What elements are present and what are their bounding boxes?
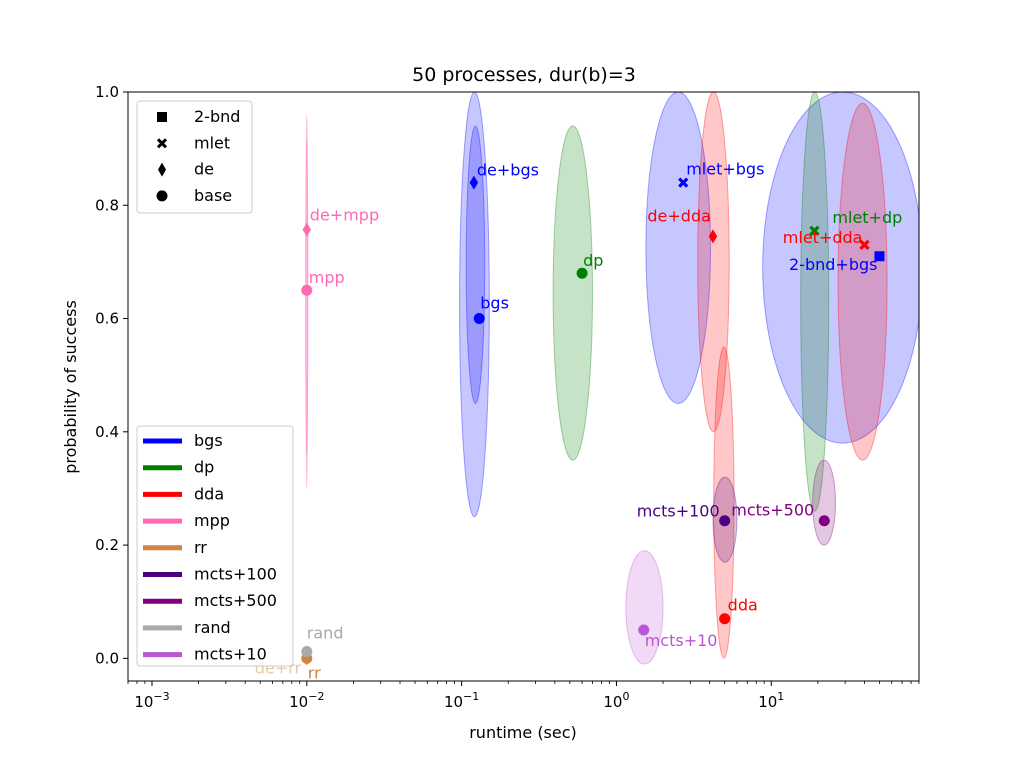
label-de-plus-mpp: de+mpp bbox=[310, 206, 379, 225]
point-mcts-plus-500 bbox=[818, 515, 830, 527]
legend-color-label: rr bbox=[194, 538, 207, 557]
label-de-plus-bgs: de+bgs bbox=[477, 161, 539, 180]
label-rand: rand bbox=[307, 624, 344, 643]
legend-marker-label: base bbox=[194, 186, 232, 205]
point-bgs bbox=[473, 313, 485, 325]
point-mpp bbox=[301, 284, 313, 296]
marker-legend: 2-bnd mlet de base bbox=[136, 100, 253, 214]
legend-color-label: mcts+100 bbox=[194, 565, 277, 584]
ellipse-de-plus-mpp bbox=[305, 114, 309, 489]
legend-marker-diamond bbox=[158, 162, 166, 177]
ellipse-dp bbox=[552, 125, 593, 461]
label-mlet-plus-bgs: mlet+bgs bbox=[686, 160, 764, 179]
ellipse-mlet-plus-dp bbox=[800, 92, 830, 512]
x-tick-label: 100 bbox=[603, 690, 629, 711]
legend-marker-square bbox=[157, 112, 167, 122]
point-mlet-plus-bgs bbox=[678, 177, 689, 188]
y-tick-label: 0.6 bbox=[95, 310, 119, 328]
legend-color-label: mcts+10 bbox=[194, 645, 267, 664]
legend-color-label: mcts+500 bbox=[194, 591, 277, 610]
point-de-plus-bgs bbox=[469, 175, 479, 190]
label-mcts-plus-100: mcts+100 bbox=[637, 502, 720, 521]
x-tick-label: 10−1 bbox=[444, 690, 479, 711]
legend-marker-label: de bbox=[194, 160, 214, 179]
ellipse-mlet-plus-bgs bbox=[645, 92, 711, 404]
legend-marker-label: 2-bnd bbox=[194, 107, 240, 126]
legend-color-label: bgs bbox=[194, 431, 223, 450]
x-tick-label: 10−3 bbox=[134, 690, 169, 711]
point-de-plus-mpp bbox=[302, 222, 312, 237]
data-points bbox=[301, 175, 885, 666]
y-tick-label: 0.4 bbox=[95, 423, 119, 441]
label-2-bnd-plus-bgs: 2-bnd+bgs bbox=[789, 255, 877, 274]
y-tick-label: 0.0 bbox=[95, 649, 119, 667]
chart-title: 50 processes, dur(b)=3 bbox=[412, 64, 636, 86]
x-tick-label: 101 bbox=[758, 690, 784, 711]
point-dda bbox=[719, 613, 731, 625]
ellipse-mcts-plus-10 bbox=[625, 550, 664, 665]
point-2-bnd-plus-bgs bbox=[874, 251, 885, 262]
legend-marker-x bbox=[156, 138, 168, 149]
x-tick-label: 10−2 bbox=[289, 690, 324, 711]
point-mcts-plus-100 bbox=[719, 515, 731, 527]
ellipse-mlet-plus-dda bbox=[837, 102, 888, 461]
ellipse-mpp bbox=[305, 136, 309, 455]
label-dp: dp bbox=[583, 251, 603, 270]
color-legend: bgs dp dda mpp rr mcts+100 mcts+500 rand mcts+10 bbox=[136, 425, 294, 667]
y-tick-label: 1.0 bbox=[95, 83, 119, 101]
legend-color-label: rand bbox=[194, 618, 231, 637]
point-mcts-plus-10 bbox=[638, 624, 650, 636]
ellipse-de-plus-dda bbox=[697, 92, 730, 433]
legend-marker-label: mlet bbox=[194, 133, 230, 152]
legend-color-label: dda bbox=[194, 484, 224, 503]
label-mcts-plus-10: mcts+10 bbox=[645, 631, 718, 650]
label-mlet-plus-dp: mlet+dp bbox=[832, 208, 902, 227]
y-tick-label: 0.8 bbox=[95, 196, 119, 214]
legend-color-label: dp bbox=[194, 458, 214, 477]
color-legend-box bbox=[136, 425, 294, 667]
point-dp bbox=[576, 267, 588, 279]
legend-marker-circle bbox=[156, 190, 168, 202]
plot-frame bbox=[127, 91, 920, 682]
label-rr: rr bbox=[308, 663, 321, 682]
y-axis-label: probability of success bbox=[61, 300, 80, 474]
label-de-plus-dda: de+dda bbox=[647, 206, 711, 225]
label-mpp: mpp bbox=[309, 268, 345, 287]
marker-legend-box bbox=[136, 100, 253, 214]
y-tick-label: 0.2 bbox=[95, 536, 119, 554]
label-dda: dda bbox=[728, 596, 758, 615]
point-mlet-plus-dda bbox=[859, 239, 870, 251]
point-labels: bgs de+bgs mlet+bgs 2-bnd+bgs dp mlet+dp dda de… bbox=[255, 160, 902, 683]
legend-color-label: mpp bbox=[194, 511, 230, 530]
label-bgs: bgs bbox=[480, 294, 509, 313]
label-mlet-plus-dda: mlet+dda bbox=[783, 228, 863, 247]
point-de-plus-dda bbox=[708, 229, 718, 244]
confidence-ellipses bbox=[305, 92, 919, 665]
axes: 0.0 0.2 0.4 0.6 0.8 1.0 10−3 10−2 10−1 100 101 bbox=[95, 83, 920, 711]
x-axis-label: runtime (sec) bbox=[469, 723, 577, 742]
point-mlet-plus-dp bbox=[809, 225, 820, 236]
point-rand bbox=[301, 646, 313, 658]
ellipse-mcts-plus-500 bbox=[812, 459, 837, 546]
ellipse-dda bbox=[713, 346, 735, 659]
label-mcts-plus-500: mcts+500 bbox=[731, 501, 814, 520]
ellipse-de-plus-bgs bbox=[465, 125, 486, 404]
